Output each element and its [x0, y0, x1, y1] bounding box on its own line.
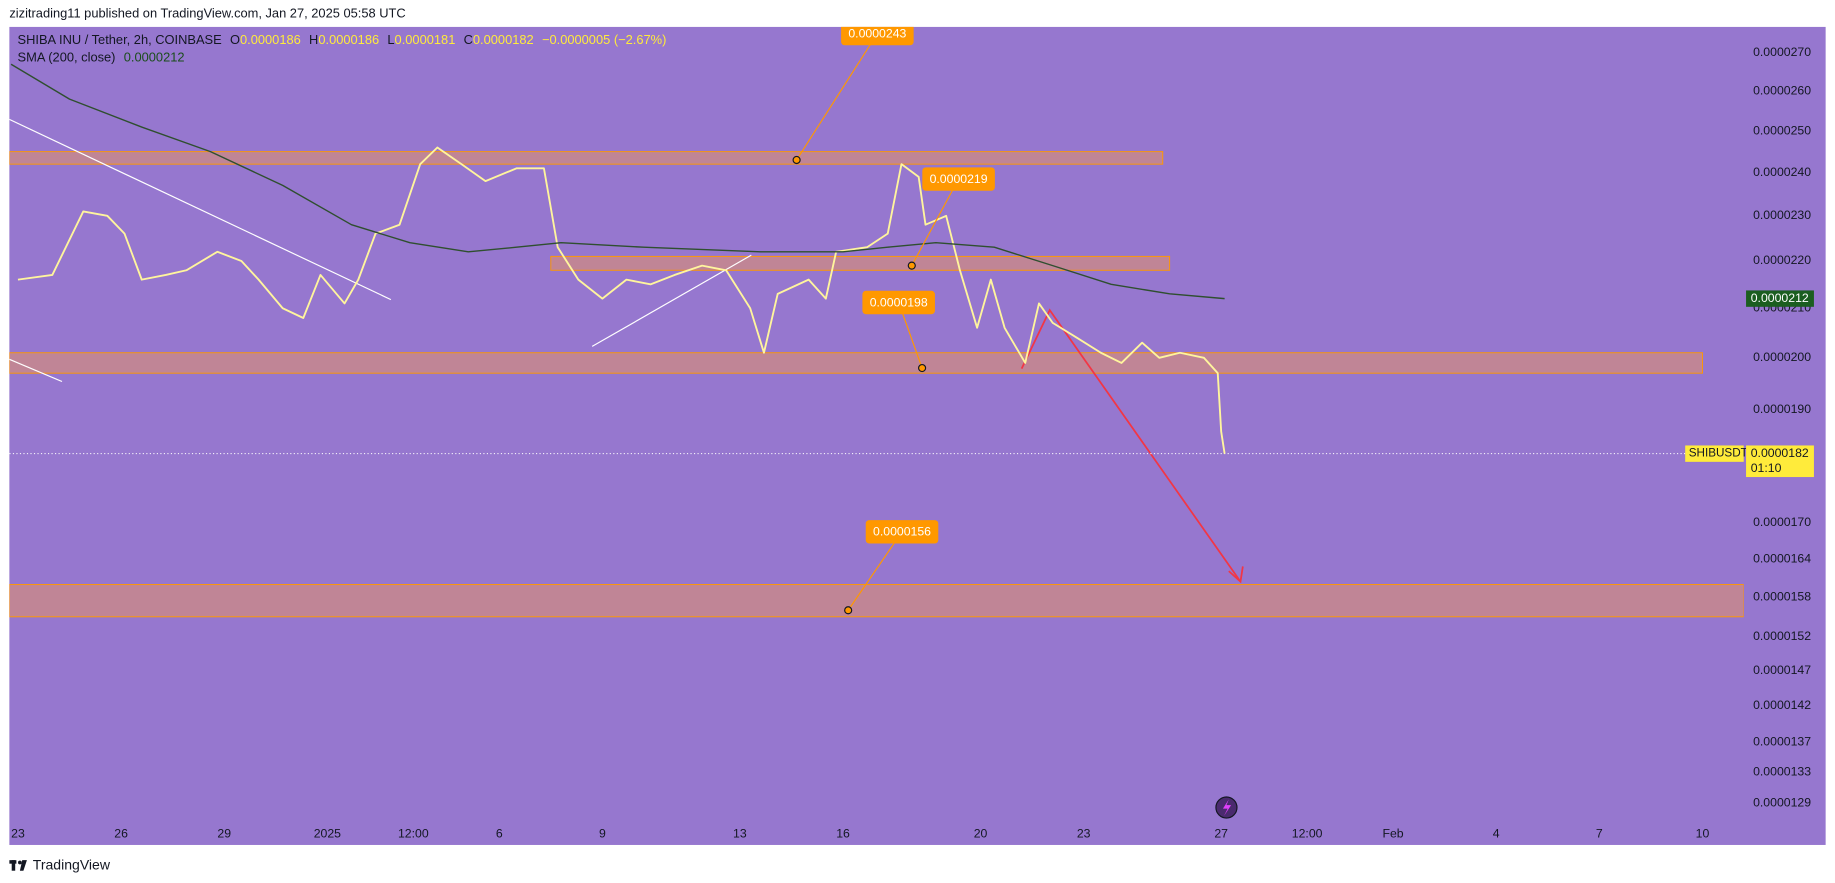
- price-line-series: [17, 146, 1226, 454]
- arrow-head: [1228, 566, 1244, 584]
- chart-background: [9, 26, 1826, 845]
- symbol: SHIBA INU / Tether, 2h, COINBASE: [18, 32, 223, 47]
- price-zone: [550, 255, 1171, 271]
- brand: TradingView: [33, 857, 111, 873]
- x-tick-label: 23: [11, 827, 25, 841]
- annotation-box: [841, 26, 914, 46]
- price-tag: [1746, 445, 1814, 478]
- x-tick-label: 20: [974, 827, 988, 841]
- logo-part: [19, 860, 27, 871]
- y-tick-label: 0.0000220: [1753, 253, 1811, 267]
- annotation-leader: [796, 33, 878, 161]
- ohlc-prefix: O: [230, 32, 240, 47]
- ohlc-value: 0.0000186: [240, 32, 301, 47]
- event-icon-bolt: [1222, 799, 1232, 816]
- symbol-tag: [1685, 445, 1744, 462]
- indicator-value: 0.0000212: [124, 50, 185, 65]
- legend-line: SHIBA INU / Tether, 2h, COINBASE O0.0000…: [18, 32, 667, 47]
- annotation-point: [792, 155, 801, 165]
- y-tick-label: 0.0000270: [1753, 45, 1811, 59]
- projection-arrow: [1020, 308, 1242, 583]
- x-tick-label: 29: [217, 827, 231, 841]
- annotation-label: 0.0000219: [930, 172, 988, 186]
- x-tick-label: 27: [1214, 827, 1228, 841]
- y-tick-label: 0.0000152: [1753, 629, 1811, 643]
- y-tick-label: 0.0000137: [1753, 734, 1811, 748]
- sma-price-label: 0.0000212: [1751, 291, 1809, 305]
- x-tick-label: 16: [836, 827, 850, 841]
- logo-part: [18, 860, 22, 865]
- x-tick-label: 23: [1077, 827, 1091, 841]
- x-tick-label: 9: [599, 827, 606, 841]
- y-tick-label: 0.0000164: [1753, 552, 1811, 566]
- annotation-label: 0.0000156: [873, 525, 931, 539]
- y-tick-label: 0.0000147: [1753, 663, 1811, 677]
- sma-line: [10, 63, 1225, 300]
- countdown-label: 01:10: [1751, 461, 1782, 475]
- y-tick-label: 0.0000260: [1753, 84, 1811, 98]
- x-tick-label: Feb: [1382, 827, 1403, 841]
- x-tick-label: 7: [1596, 827, 1603, 841]
- plot-area: 0.0000243 0.0000219 0.0000198 0.0000156: [9, 26, 1744, 819]
- change: −0.0000005 (−2.67%): [542, 32, 666, 47]
- annotations: 0.0000243 0.0000219 0.0000198 0.0000156: [792, 26, 995, 615]
- logo-part: [11, 860, 16, 871]
- series: [9, 63, 1744, 455]
- annotation-box: [865, 520, 939, 544]
- indicator-name: SMA (200, close): [18, 50, 116, 65]
- annotation-leader: [911, 178, 960, 266]
- x-tick-label: 13: [733, 827, 747, 841]
- publisher-line: zizitrading11 published on TradingView.c…: [9, 5, 405, 20]
- y-tick-label: 0.0000170: [1753, 515, 1811, 529]
- trend-line: [9, 118, 392, 301]
- x-tick-label: 6: [496, 827, 503, 841]
- annotation-point: [844, 606, 853, 615]
- price-zone: [9, 584, 1744, 618]
- ohlc-value: 0.0000182: [473, 32, 534, 47]
- x-tick-label: 2025: [314, 827, 341, 841]
- y-tick-label: 0.0000250: [1753, 123, 1811, 137]
- ohlc-prefix: L: [387, 32, 394, 47]
- y-tick-label: 0.0000230: [1753, 208, 1811, 222]
- y-tick-label: 0.0000240: [1753, 165, 1811, 179]
- annotation-leader: [847, 531, 903, 611]
- y-tick-label: 0.0000142: [1753, 698, 1811, 712]
- sma-price-tag: [1746, 290, 1814, 307]
- ohlc-value: 0.0000181: [395, 32, 456, 47]
- annotation-point: [907, 261, 916, 270]
- trend-line: [9, 358, 63, 383]
- indicator-legend: SMA (200, close) 0.0000212: [18, 50, 185, 65]
- annotation-box: [922, 167, 995, 191]
- ohlc-prefix: H: [309, 32, 318, 47]
- annotation-box: [862, 290, 935, 315]
- y-tick-label: 0.0000158: [1753, 590, 1811, 604]
- symbol-tag-label: SHIBUSDT: [1689, 447, 1748, 460]
- annotation-point: [917, 363, 927, 373]
- price-zone: [9, 352, 1703, 374]
- y-tick-label: 0.0000200: [1753, 350, 1811, 364]
- price-tag-label: 0.0000182: [1751, 446, 1809, 460]
- axes: 0.0000270 0.0000260 0.0000250 0.0000240 0.00…: [11, 45, 1814, 841]
- ohlc-value: 0.0000186: [318, 32, 379, 47]
- zones: [9, 151, 1744, 618]
- y-tick-label: 0.0000133: [1753, 765, 1811, 779]
- x-tick-label: 12:00: [398, 827, 429, 841]
- x-tick-label: 4: [1493, 827, 1500, 841]
- price-zone: [9, 151, 1164, 165]
- y-tick-label: 0.0000129: [1753, 796, 1811, 810]
- y-tick-label: 0.0000190: [1753, 402, 1811, 416]
- annotation-label: 0.0000243: [848, 26, 906, 40]
- x-tick-label: 12:00: [1292, 827, 1323, 841]
- x-tick-label: 26: [114, 827, 128, 841]
- x-tick-label: 10: [1696, 827, 1710, 841]
- annotation-label: 0.0000198: [870, 295, 928, 309]
- ohlc-prefix: C: [464, 32, 473, 47]
